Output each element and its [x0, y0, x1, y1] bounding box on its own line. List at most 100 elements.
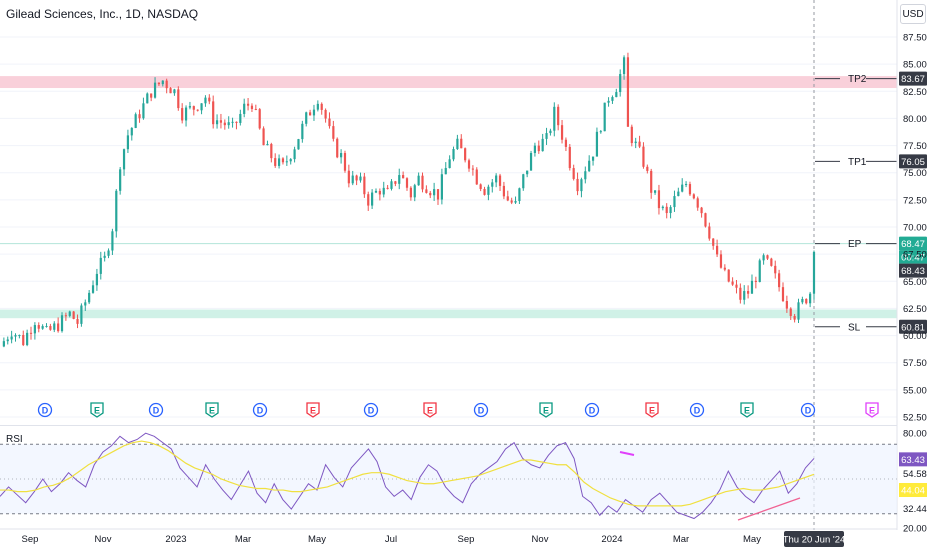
candle-body: [398, 175, 401, 184]
candle-body: [122, 149, 126, 170]
candle-body: [308, 112, 312, 116]
candle-body: [557, 106, 560, 126]
candle-body: [277, 158, 281, 166]
candle-body: [487, 186, 490, 195]
candle-body: [270, 144, 273, 159]
earnings-marker: [740, 402, 754, 418]
dividend-marker: [148, 402, 164, 418]
candle-body: [529, 153, 533, 171]
countdown-badge: [899, 250, 927, 264]
candle-body: [382, 187, 385, 195]
price-tick-label: 67.50: [903, 250, 927, 261]
time-tick-label: Sep: [22, 534, 39, 545]
candle-body: [200, 103, 203, 111]
event-marker-label: D: [805, 405, 812, 415]
candle-body: [460, 138, 463, 149]
candle-body: [134, 114, 137, 128]
candle-body: [223, 122, 226, 126]
candle-body: [619, 74, 622, 93]
event-marker-label: D: [694, 405, 701, 415]
candle-body: [436, 189, 440, 200]
earnings-marker: [90, 402, 104, 418]
candle-body: [103, 255, 106, 258]
candle-body: [681, 184, 684, 192]
candle-body: [26, 332, 29, 346]
candle-body: [394, 181, 397, 184]
candle-body: [805, 298, 808, 304]
candle-body: [239, 113, 242, 123]
candle-body: [2, 341, 5, 347]
candle-body: [778, 273, 781, 288]
dividend-marker: [363, 402, 379, 418]
candle-body: [254, 108, 257, 110]
level-badge: [899, 236, 927, 251]
candle-body: [638, 141, 641, 147]
candle-body: [374, 190, 378, 193]
chart-title: Gilead Sciences, Inc., 1D, NASDAQ: [6, 7, 199, 21]
dividend-marker: [584, 402, 600, 418]
candle-body: [421, 175, 424, 190]
candle-body: [204, 97, 207, 104]
candle-body: [471, 168, 474, 170]
bearish-divergence-line: [619, 451, 635, 456]
earnings-marker: [645, 402, 659, 418]
candle-body: [510, 200, 513, 203]
candle-body: [107, 250, 110, 256]
price-tick-label: 70.00: [903, 223, 927, 234]
candle-body: [347, 170, 350, 184]
candle-body: [177, 89, 180, 109]
candle-body: [549, 130, 552, 134]
candle-body: [448, 159, 451, 169]
candle-body: [440, 174, 443, 200]
bullish-divergence-line: [737, 497, 801, 521]
candle-body: [219, 120, 223, 123]
rsi-title: RSI: [6, 434, 23, 445]
candle-body: [274, 158, 277, 166]
candle-body: [293, 149, 296, 160]
candle-body: [615, 92, 618, 98]
support-zone: [0, 309, 897, 319]
candle-body: [700, 207, 703, 214]
candle-body: [138, 114, 141, 119]
event-marker-label: D: [257, 405, 264, 415]
currency-button[interactable]: USD: [900, 4, 926, 24]
candle-body: [642, 146, 645, 167]
candle-body: [153, 82, 157, 98]
candle-body: [781, 287, 785, 302]
candle-body: [560, 125, 564, 140]
candle-body: [417, 175, 420, 186]
candle-body: [526, 170, 529, 175]
candle-body: [165, 80, 168, 89]
candle-body: [336, 138, 339, 158]
candle-body: [758, 260, 761, 283]
candle-body: [371, 192, 374, 206]
dividend-marker: [473, 402, 489, 418]
level-label: EP: [848, 239, 862, 250]
candle-body: [673, 196, 676, 208]
candle-body: [809, 293, 812, 304]
dividend-marker: [800, 402, 816, 418]
candle-body: [688, 184, 692, 195]
candle-body: [215, 120, 219, 125]
candle-body: [553, 106, 556, 131]
candle-body: [495, 175, 498, 183]
event-marker-label: D: [589, 405, 596, 415]
candle-body: [169, 88, 172, 94]
candle-body: [80, 305, 83, 324]
pane-separator[interactable]: [0, 425, 897, 426]
event-marker-label: D: [42, 405, 49, 415]
candle-body: [363, 176, 366, 195]
rsi-ma-line: [0, 440, 815, 507]
price-tick-label: 80.00: [903, 114, 927, 125]
candle-body: [498, 175, 502, 186]
prev-price-value: 68.43: [901, 266, 925, 277]
candle-body: [402, 175, 405, 179]
candle-body: [801, 298, 804, 303]
candle-body: [591, 156, 595, 161]
candle-body: [146, 93, 149, 104]
candle-body: [72, 311, 75, 319]
candle-body: [45, 326, 48, 328]
event-marker-label: D: [478, 405, 485, 415]
candle-body: [537, 145, 540, 152]
